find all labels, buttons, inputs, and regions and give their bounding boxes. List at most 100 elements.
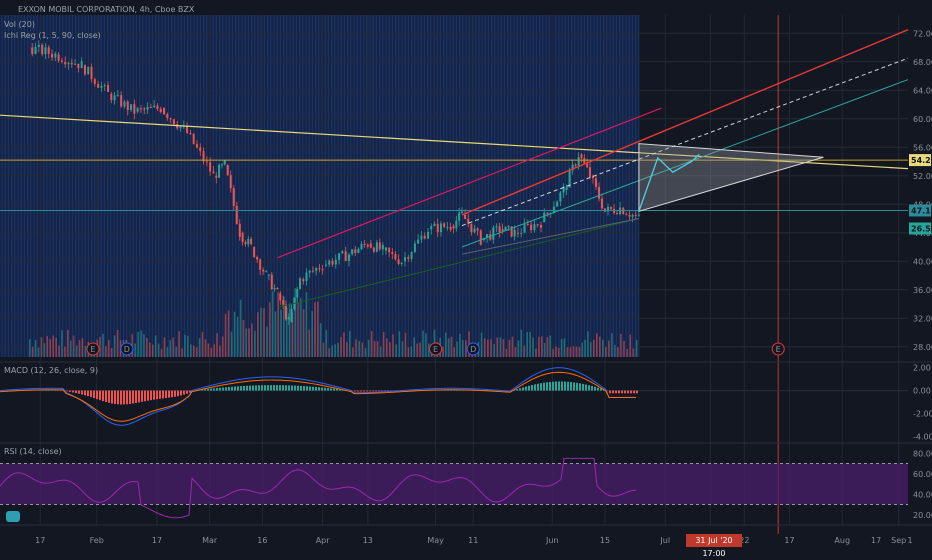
macd-histogram-bar xyxy=(582,384,584,391)
candle-body xyxy=(137,108,139,111)
volume-bar xyxy=(541,336,543,357)
candle-body xyxy=(271,275,273,290)
macd-histogram-bar xyxy=(81,391,83,395)
event-marker-label: E xyxy=(433,345,438,354)
macd-histogram-bar xyxy=(378,391,380,392)
volume-bar xyxy=(626,349,628,357)
volume-bar xyxy=(29,339,31,357)
candle-body xyxy=(309,271,311,273)
volume-bar xyxy=(395,344,397,357)
time-tick-label: 13 xyxy=(363,536,373,545)
volume-bar xyxy=(611,333,613,357)
candle-body xyxy=(268,275,270,276)
candle-body xyxy=(414,243,416,252)
candle-body xyxy=(31,48,33,54)
candle-body xyxy=(276,288,278,289)
volume-bar xyxy=(79,340,81,357)
volume-bar xyxy=(558,348,560,357)
candle-body xyxy=(398,259,400,264)
macd-histogram-bar xyxy=(243,386,245,391)
candle-body xyxy=(64,62,66,64)
candle-body xyxy=(265,271,267,272)
candle-body xyxy=(74,64,76,65)
candle-body xyxy=(123,102,125,107)
macd-histogram-bar xyxy=(96,391,98,400)
candle-body xyxy=(635,215,637,216)
candle-body xyxy=(104,85,106,86)
candle-body xyxy=(625,214,627,215)
volume-bar xyxy=(117,330,119,357)
candle-body xyxy=(189,133,191,134)
volume-bar xyxy=(392,334,394,357)
macd-histogram-bar xyxy=(66,391,68,392)
macd-histogram-bar xyxy=(357,391,359,392)
macd-histogram-bar xyxy=(252,385,254,390)
macd-histogram-bar xyxy=(204,389,206,390)
volume-bar xyxy=(47,336,49,357)
volume-bar xyxy=(512,337,514,357)
volume-bar xyxy=(272,291,274,357)
event-marker-label: D xyxy=(124,345,130,354)
logo-icon[interactable] xyxy=(6,511,20,522)
macd-histogram-bar xyxy=(183,391,185,395)
candle-body xyxy=(41,45,43,54)
volume-bar xyxy=(456,341,458,357)
macd-histogram-bar xyxy=(138,391,140,403)
candle-body xyxy=(107,85,109,92)
macd-histogram-bar xyxy=(231,387,233,391)
candle-body xyxy=(233,188,235,206)
volume-bar xyxy=(205,339,207,357)
candle-body xyxy=(556,201,558,206)
volume-bar xyxy=(44,343,46,357)
candle-body xyxy=(540,225,542,228)
macd-histogram-bar xyxy=(330,388,332,390)
candle-body xyxy=(256,257,258,260)
macd-histogram-bar xyxy=(360,391,362,392)
volume-bar xyxy=(134,344,136,357)
candle-body xyxy=(274,288,276,289)
volume-bar xyxy=(170,340,172,357)
volume-bar xyxy=(55,338,57,357)
macd-histogram-bar xyxy=(309,387,311,391)
candle-body xyxy=(473,228,475,232)
candle-body xyxy=(543,213,545,222)
volume-bar xyxy=(573,346,575,357)
macd-histogram-bar xyxy=(618,391,620,394)
volume-bar xyxy=(552,349,554,357)
candle-body xyxy=(434,224,436,226)
candle-body xyxy=(364,244,366,245)
volume-bar xyxy=(442,347,444,357)
candle-body xyxy=(566,187,568,190)
volume-bar xyxy=(254,331,256,357)
volume-bar xyxy=(334,344,336,357)
volume-bar xyxy=(365,348,367,357)
macd-histogram-bar xyxy=(375,391,377,392)
macd-histogram-bar xyxy=(102,391,104,402)
volume-bar xyxy=(355,339,357,357)
macd-histogram-bar xyxy=(246,386,248,391)
candle-body xyxy=(514,230,516,237)
macd-histogram-bar xyxy=(564,382,566,391)
volume-bar xyxy=(408,347,410,357)
volume-bar xyxy=(181,349,183,357)
candle-body xyxy=(632,215,634,217)
volume-bar xyxy=(570,347,572,357)
volume-bar xyxy=(349,331,351,357)
volume-bar xyxy=(410,346,412,357)
candle-body xyxy=(520,233,522,234)
volume-bar xyxy=(596,333,598,357)
volume-bar xyxy=(211,348,213,357)
volume-bar xyxy=(102,334,104,357)
volume-bar xyxy=(178,331,180,357)
candle-body xyxy=(61,61,63,62)
macd-histogram-bar xyxy=(612,391,614,394)
candle-body xyxy=(221,164,223,165)
time-tick-label: 17 xyxy=(35,536,45,545)
volume-bar xyxy=(219,346,221,357)
price-tick-label: 68.00 xyxy=(913,58,932,67)
macd-histogram-bar xyxy=(588,385,590,390)
macd-histogram-bar xyxy=(519,388,521,390)
candle-body xyxy=(51,54,53,58)
candle-body xyxy=(492,227,494,239)
